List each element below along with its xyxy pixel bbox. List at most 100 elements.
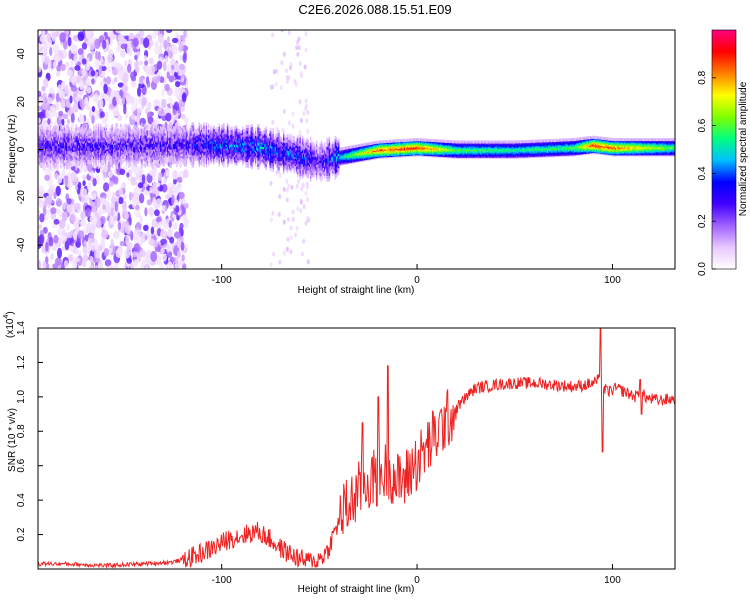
spectrogram-ridge-cell	[75, 142, 77, 146]
spectrogram-ridge-cell	[176, 158, 178, 162]
spectrogram-ridge-cell	[239, 158, 242, 162]
spectrogram-ridge-cell	[73, 132, 75, 136]
spectrogram-ridge-cell	[147, 138, 149, 142]
spectrogram-ridge-cell	[56, 130, 59, 134]
spectrogram-ridge-cell	[230, 160, 232, 164]
spectrogram-ridge-cell	[115, 156, 117, 160]
spectrogram-ridge-cell	[144, 129, 147, 133]
spectrogram-ridge-cell	[84, 159, 87, 163]
spectrogram-ridge-cell	[198, 137, 200, 141]
spectrogram-ridge-cell	[202, 154, 204, 158]
spectrogram-ridge-cell	[61, 155, 63, 159]
spectrogram-noise-blob	[122, 200, 127, 212]
spectrogram-ridge-cell	[176, 161, 178, 165]
spectrogram-ridge-cell	[239, 148, 242, 152]
spectrogram-ridge-cell	[230, 131, 232, 135]
spectrogram-ridge-cell	[295, 168, 298, 172]
spectrogram-ridge-cell	[84, 154, 87, 158]
spectrogram-noise-blob	[159, 185, 163, 192]
spectrogram-ridge-cell	[226, 155, 229, 159]
spectrogram-ridge-cell	[179, 151, 182, 155]
spectrogram-ridge-cell	[247, 147, 250, 151]
spectrogram-ridge-cell	[128, 126, 130, 130]
spectrogram-ridge-cell	[301, 172, 304, 176]
spectrogram-ridge-cell	[65, 156, 67, 160]
spectrogram-ridge-cell	[102, 157, 104, 161]
spectrogram-ridge-cell	[121, 149, 123, 153]
spectrogram-ridge-cell	[87, 133, 89, 137]
spectrogram-ridge-cell	[222, 148, 224, 152]
spectrogram-ridge-cell	[217, 157, 219, 161]
spectrogram-ridge-cell	[89, 156, 91, 160]
spectrogram-ridge-cell	[164, 150, 166, 154]
spectrogram-noise-blob	[66, 97, 70, 109]
spectrogram-ridge-cell	[77, 155, 80, 159]
spectrogram-ridge-cell	[86, 162, 88, 166]
spectrogram-ridge-cell	[148, 131, 150, 135]
spectrogram-ridge-cell	[80, 133, 82, 137]
spectrogram-ridge-cell	[231, 141, 233, 145]
spectrogram-ridge-cell	[195, 141, 197, 145]
spectrogram-ridge-cell	[158, 133, 161, 137]
spectrogram-ridge-cell	[163, 154, 165, 158]
spectrogram-ridge-cell	[79, 157, 81, 161]
spectrogram-ridge-cell	[242, 152, 244, 156]
spectrogram-noise-blob	[175, 81, 181, 88]
spectrogram-ridge-cell	[172, 153, 175, 157]
spectrogram-ridge-cell	[109, 139, 111, 143]
spectrogram-ridge-cell	[107, 133, 109, 138]
spectrogram-ridge-cell	[274, 137, 277, 141]
spectrogram-ridge-cell	[130, 150, 132, 154]
spectrogram-ridge-cell	[106, 131, 108, 135]
spectrogram-ridge-cell	[276, 162, 278, 166]
spectrogram-noise-blob	[155, 198, 163, 208]
spectrogram-ridge-cell	[251, 132, 253, 137]
spectrogram-noise-blob	[100, 215, 106, 225]
spectrogram-ridge-cell	[170, 140, 172, 144]
spectrogram-noise-blob	[299, 118, 303, 123]
spectrogram-ridge-cell	[250, 136, 252, 140]
spectrogram-ridge-cell	[127, 139, 129, 143]
spectrogram-ridge-cell	[305, 151, 307, 155]
spectrogram-ridge-cell	[128, 155, 130, 160]
spectrogram-ridge-cell	[237, 148, 239, 152]
spectrogram-ridge-cell	[308, 159, 311, 163]
spectrogram-ridge-cell	[70, 147, 73, 151]
spectrogram-ridge-cell	[251, 160, 253, 164]
spectrogram-ridge-cell	[211, 134, 213, 138]
spectrogram-ridge-cell	[206, 145, 209, 149]
spectrogram-ridge-cell	[84, 144, 87, 148]
spectrogram-ridge-cell	[62, 164, 64, 168]
spectrogram-ridge-cell	[278, 141, 280, 145]
spectrogram-ridge-cell	[223, 152, 225, 156]
spectrogram-noise-blob	[72, 262, 78, 269]
spectrogram-ridge-cell	[125, 146, 128, 150]
spectrogram-ridge-cell	[216, 136, 218, 140]
spectrogram-noise-blob	[85, 222, 92, 234]
spectrogram-ridge-cell	[226, 149, 229, 153]
spectrogram-ridge-cell	[47, 134, 49, 138]
spectrogram-noise-blob	[285, 75, 289, 81]
spectrogram-ridge-cell	[205, 125, 208, 129]
spectrogram-noise-blob	[69, 95, 73, 104]
spectrogram-ridge-cell	[155, 133, 157, 137]
spectrogram-ridge-cell	[190, 156, 192, 160]
spectrogram-ridge-cell	[62, 145, 64, 149]
spectrogram-ridge-cell	[294, 159, 297, 163]
spectrogram-ridge-cell	[305, 161, 307, 165]
spectrogram-noise-blob	[289, 235, 293, 241]
spectrogram-ridge-cell	[258, 157, 260, 161]
spectrogram-noise-blob	[305, 216, 309, 222]
spectrogram-ridge-cell	[206, 129, 209, 133]
spectrogram-ridge-cell	[172, 138, 175, 142]
spectrogram-ridge-cell	[75, 150, 77, 155]
spectrogram-ridge-cell	[276, 142, 278, 147]
spectrogram-ridge-cell	[176, 149, 178, 153]
spectrogram-ridge-cell	[305, 168, 307, 172]
spectrogram-ridge-cell	[86, 159, 88, 163]
spectrogram-ridge-cell	[252, 145, 254, 149]
spectrogram-ridge-cell	[190, 135, 192, 139]
spectrogram-ridge-cell	[152, 130, 155, 134]
spectrogram-ridge-cell	[209, 141, 211, 145]
spectrogram-ridge-cell	[231, 153, 233, 157]
